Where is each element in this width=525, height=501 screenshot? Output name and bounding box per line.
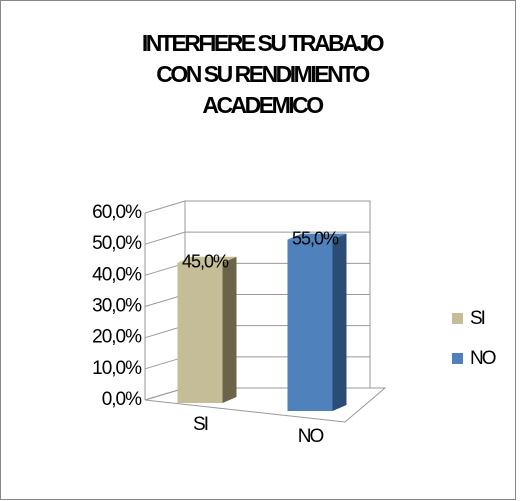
bar (287, 239, 333, 411)
grid-line (144, 200, 370, 214)
x-tick-label: SI (193, 414, 208, 435)
bar (177, 262, 223, 403)
data-label: 55,0% (292, 228, 339, 248)
bar-top (287, 233, 347, 240)
bar-top (177, 256, 237, 263)
chart-title: CON SU RENDIMIENTO (156, 61, 369, 87)
y-tick-label: 0,0% (102, 389, 142, 410)
chart-title: ACADEMICO (202, 92, 323, 118)
y-tick-label: 30,0% (92, 296, 142, 317)
legend-swatch (452, 313, 463, 324)
legend-swatch (452, 353, 463, 364)
bar-side (332, 233, 347, 411)
legend-label: NO (470, 348, 496, 369)
data-label: 45,0% (182, 252, 229, 272)
legend-label: SI (470, 308, 485, 329)
y-tick-label: 50,0% (92, 233, 142, 254)
y-tick-label: 60,0% (92, 202, 142, 223)
y-tick-label: 40,0% (92, 264, 142, 285)
y-tick-label: 20,0% (92, 327, 142, 348)
y-tick-label: 10,0% (92, 358, 142, 379)
x-tick-label: NO (298, 426, 324, 447)
grid-line (144, 231, 370, 245)
bar-side (222, 256, 237, 403)
chart-title: INTERFIERE SU TRABAJO (142, 30, 384, 56)
